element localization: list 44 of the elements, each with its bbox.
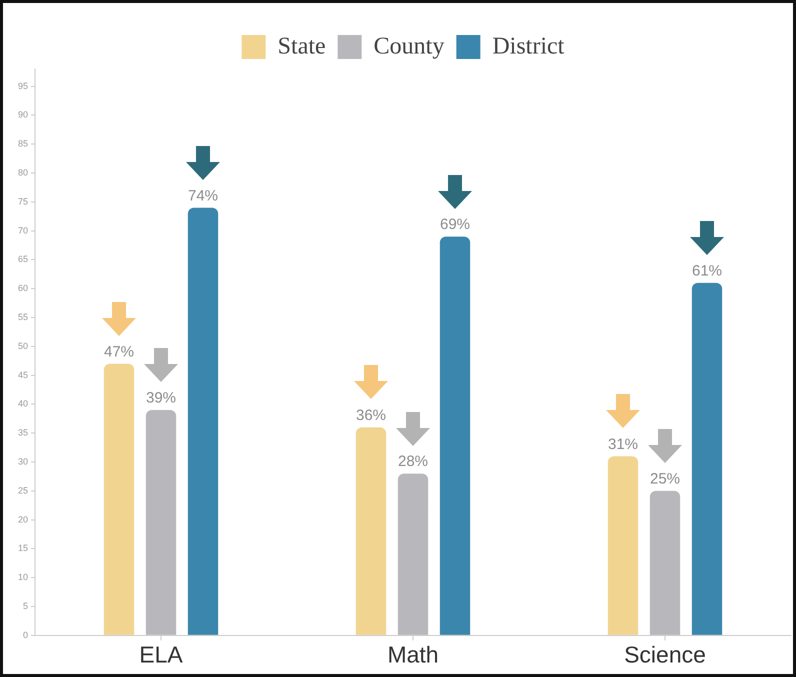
data-label: 36% (356, 406, 386, 424)
y-tick-label: 45 (18, 370, 28, 380)
y-tick-label: 75 (18, 196, 28, 206)
y-tick-label: 95 (18, 80, 28, 91)
x-tick-label: Math (387, 642, 439, 668)
bar (650, 490, 680, 635)
bar (104, 364, 134, 635)
x-tick-label: Science (624, 642, 706, 668)
y-tick-label: 80 (18, 168, 28, 178)
data-label: 61% (692, 262, 722, 280)
bar (608, 456, 638, 635)
data-label: 25% (650, 470, 680, 488)
y-tick-label: 40 (18, 398, 28, 409)
bar (440, 236, 470, 635)
legend-label: County (374, 33, 444, 60)
y-tick-label: 25 (18, 485, 28, 496)
y-tick-label: 5 (22, 600, 28, 611)
y-tick-label: 10 (18, 572, 28, 582)
legend-label: District (492, 33, 565, 60)
y-tick-label: 70 (18, 225, 28, 236)
y-tick-label: 50 (18, 340, 28, 351)
data-label: 47% (104, 343, 134, 360)
bar (146, 410, 176, 635)
legend-label: State (278, 33, 326, 60)
data-label: 31% (608, 436, 638, 453)
y-tick-label: 15 (18, 543, 28, 554)
y-tick-label: 65 (18, 254, 28, 264)
x-tick-label: ELA (139, 642, 184, 668)
bar (356, 427, 386, 635)
y-tick-label: 20 (18, 514, 28, 524)
bar (398, 474, 428, 635)
y-tick-label: 90 (18, 110, 28, 120)
data-label: 69% (440, 216, 470, 234)
data-label: 74% (188, 187, 218, 204)
y-tick-label: 0 (22, 630, 28, 640)
y-tick-label: 55 (18, 312, 28, 322)
data-label: 39% (146, 390, 176, 407)
data-label: 28% (398, 453, 428, 470)
bar (188, 208, 218, 635)
y-tick-label: 30 (18, 456, 28, 466)
y-tick-label: 35 (18, 428, 28, 438)
y-tick-label: 85 (18, 138, 28, 149)
bar (692, 282, 722, 635)
y-tick-label: 60 (18, 283, 28, 294)
